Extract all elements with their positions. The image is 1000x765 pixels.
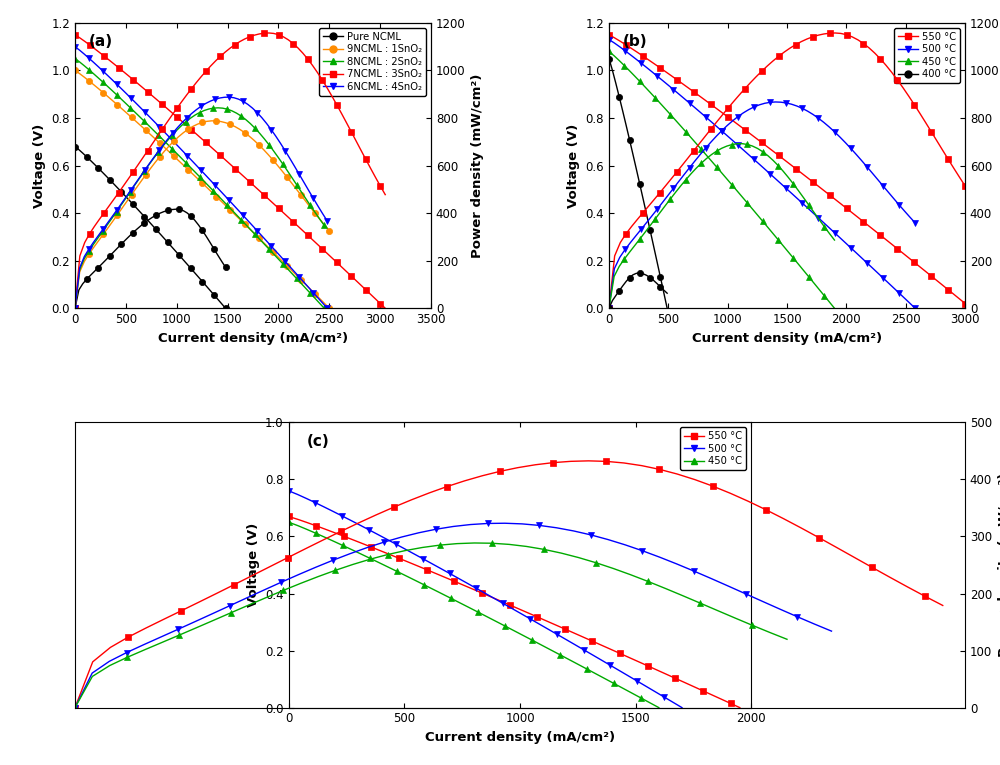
Y-axis label: Power density (mW/cm²): Power density (mW/cm²)	[471, 73, 484, 258]
Legend: Pure NCML, 9NCML : 1SnO₂, 8NCML : 2SnO₂, 7NCML : 3SnO₂, 6NCML : 4SnO₂: Pure NCML, 9NCML : 1SnO₂, 8NCML : 2SnO₂,…	[319, 28, 426, 96]
Y-axis label: Voltage (V): Voltage (V)	[33, 123, 46, 208]
Text: (c): (c)	[111, 434, 133, 449]
X-axis label: Current density (mA/cm²): Current density (mA/cm²)	[692, 332, 882, 345]
X-axis label: Current density (mA/cm²): Current density (mA/cm²)	[425, 731, 615, 744]
Legend: 550 °C, 500 °C, 450 °C: 550 °C, 500 °C, 450 °C	[894, 428, 960, 470]
Text: (a): (a)	[89, 34, 113, 50]
X-axis label: Current density (mA/cm²): Current density (mA/cm²)	[158, 332, 348, 345]
Y-axis label: Power density (mW/cm²): Power density (mW/cm²)	[998, 473, 1000, 657]
Text: (b): (b)	[623, 34, 648, 50]
Y-axis label: Voltage (V): Voltage (V)	[567, 123, 580, 208]
Legend: 550 °C, 500 °C, 450 °C, 400 °C: 550 °C, 500 °C, 450 °C, 400 °C	[894, 28, 960, 83]
Y-axis label: Voltage (V): Voltage (V)	[247, 522, 260, 607]
